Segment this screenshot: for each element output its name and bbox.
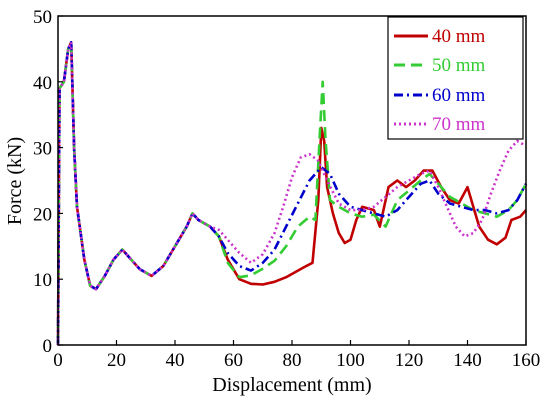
- legend-item-60mm: 60 mm: [394, 85, 486, 106]
- legend-label-50mm: 50 mm: [432, 55, 486, 76]
- x-tick-label: 100: [336, 350, 365, 371]
- x-tick-label: 80: [283, 350, 302, 371]
- series-line-50mm: [56, 40, 528, 346]
- y-tick-label: 0: [43, 336, 53, 357]
- x-axis-label: Displacement (mm): [212, 374, 371, 396]
- x-tick-label: 0: [53, 350, 63, 371]
- x-tick-label: 60: [224, 350, 243, 371]
- x-tick-label: 120: [395, 350, 424, 371]
- y-tick-label: 50: [33, 7, 52, 28]
- legend-label-40mm: 40 mm: [432, 26, 486, 47]
- legend-item-70mm: 70 mm: [394, 114, 486, 135]
- x-tick-label: 20: [107, 350, 126, 371]
- series-layer: [56, 40, 528, 346]
- y-axis-label: Force (kN): [4, 137, 26, 225]
- legend-item-40mm: 40 mm: [394, 26, 486, 47]
- y-tick-label: 40: [33, 73, 52, 94]
- x-tick-label: 140: [453, 350, 482, 371]
- tick-layer: 0 20 40 60 80 100 120 140 160 0 10 20 30 40 50: [33, 7, 540, 371]
- x-tick-label: 40: [166, 350, 185, 371]
- x-tick-label: 160: [512, 350, 541, 371]
- legend-label-60mm: 60 mm: [432, 85, 486, 106]
- y-tick-label: 20: [33, 204, 52, 225]
- series-line-70mm: [56, 40, 524, 346]
- y-tick-label: 30: [33, 139, 52, 160]
- legend: 40 mm 50 mm 60 mm 70 mm: [387, 16, 524, 140]
- legend-item-50mm: 50 mm: [394, 55, 486, 76]
- legend-label-70mm: 70 mm: [432, 114, 486, 135]
- y-tick-label: 10: [33, 270, 52, 291]
